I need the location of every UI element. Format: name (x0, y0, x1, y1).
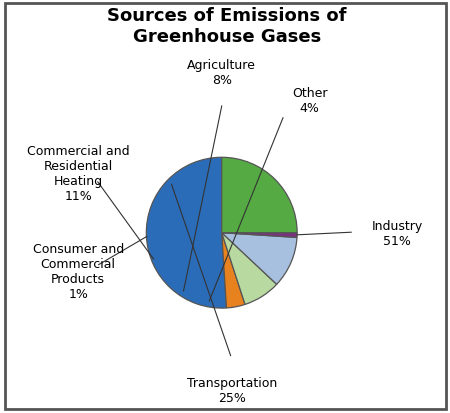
Wedge shape (222, 233, 297, 285)
Text: Commercial and
Residential
Heating
11%: Commercial and Residential Heating 11% (27, 145, 130, 202)
Wedge shape (222, 233, 277, 305)
Wedge shape (146, 158, 226, 309)
Wedge shape (222, 158, 297, 233)
Title: Sources of Emissions of
Greenhouse Gases: Sources of Emissions of Greenhouse Gases (107, 7, 346, 45)
Text: Consumer and
Commercial
Products
1%: Consumer and Commercial Products 1% (32, 243, 124, 301)
Wedge shape (222, 233, 297, 238)
Wedge shape (222, 233, 245, 308)
Text: Agriculture
8%: Agriculture 8% (187, 59, 256, 87)
Text: Other
4%: Other 4% (292, 86, 328, 114)
Text: Industry
51%: Industry 51% (372, 219, 423, 247)
Text: Transportation
25%: Transportation 25% (187, 376, 277, 404)
